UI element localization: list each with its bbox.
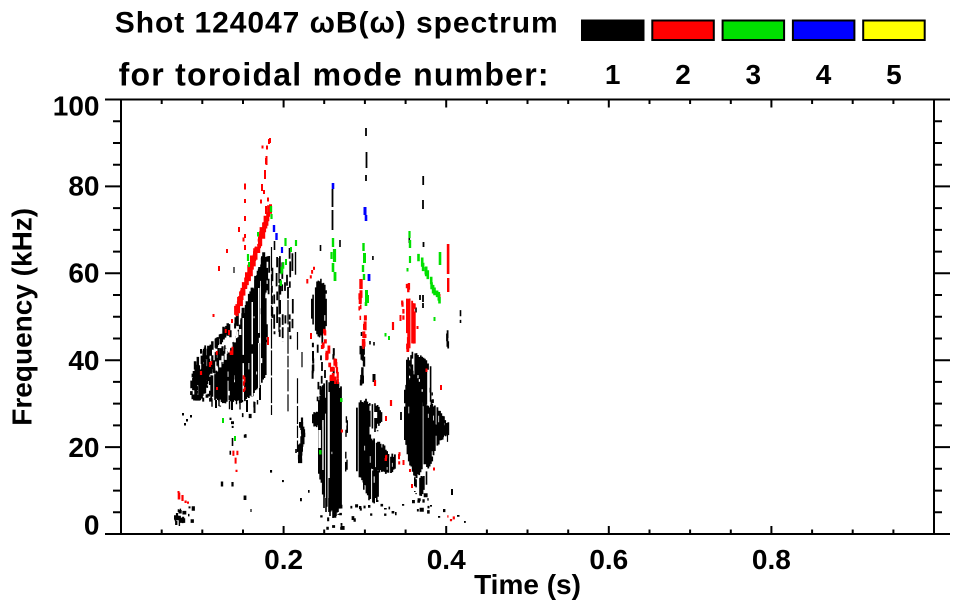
svg-text:60: 60 [68,258,99,289]
svg-text:Time (s): Time (s) [474,569,581,600]
svg-text:1: 1 [605,59,621,90]
svg-text:100: 100 [53,90,100,121]
svg-text:0.8: 0.8 [752,544,791,575]
svg-text:Frequency (kHz): Frequency (kHz) [7,208,38,426]
svg-text:Shot 124047 ωB(ω) spectrum: Shot 124047 ωB(ω) spectrum [115,7,559,40]
svg-text:0.6: 0.6 [589,544,628,575]
svg-text:4: 4 [816,59,832,90]
svg-text:0: 0 [84,510,100,541]
svg-text:40: 40 [68,345,99,376]
svg-text:0.4: 0.4 [427,544,466,575]
svg-text:2: 2 [675,59,691,90]
svg-text:20: 20 [68,432,99,463]
svg-text:5: 5 [886,59,902,90]
svg-text:for toroidal mode number:: for toroidal mode number: [119,57,550,93]
svg-text:3: 3 [746,59,762,90]
svg-text:0.2: 0.2 [264,544,303,575]
svg-text:80: 80 [68,171,99,202]
